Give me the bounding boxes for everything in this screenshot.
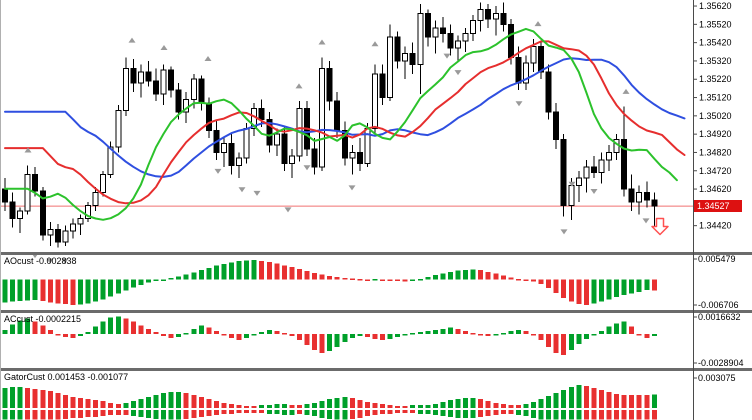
svg-text:1.34820: 1.34820 [699,147,732,157]
svg-text:1.35320: 1.35320 [699,56,732,66]
ac-indicator-label: ACcust -0.0002215 [4,314,82,324]
ao-axis-min-label: -0.006706 [698,300,739,310]
ao-indicator-label: AOcust -0.002838 [4,256,77,266]
svg-text:1.35420: 1.35420 [699,38,732,48]
svg-text:1.35620: 1.35620 [699,1,732,11]
svg-text:1.34620: 1.34620 [699,184,732,194]
gator-axis-max-label: 0.003075 [698,373,736,383]
ac-axis-max-label: 0.0016632 [698,312,741,322]
svg-text:1.34420: 1.34420 [699,221,732,231]
current-price-tag: 1.34527 [694,200,742,212]
svg-text:1.34720: 1.34720 [699,166,732,176]
svg-text:1.34920: 1.34920 [699,129,732,139]
svg-text:1.35120: 1.35120 [699,93,732,103]
svg-text:1.35020: 1.35020 [699,111,732,121]
gator-indicator-label: GatorCust 0.001453 -0.001077 [4,372,129,382]
ao-axis-max-label: 0.005479 [698,254,736,264]
ac-axis-min-label: -0.0028904 [698,358,744,368]
svg-text:1.35220: 1.35220 [699,74,732,84]
svg-text:1.35520: 1.35520 [699,19,732,29]
